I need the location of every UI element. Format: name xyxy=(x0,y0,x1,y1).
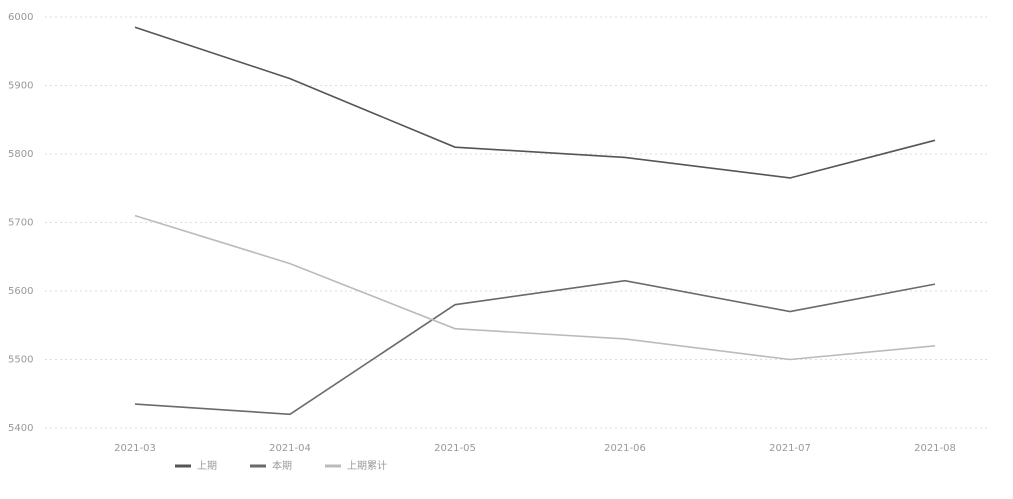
x-tick-label: 2021-05 xyxy=(434,443,476,454)
legend-label: 上期累计 xyxy=(347,459,387,472)
series-line xyxy=(134,214,936,361)
series-line xyxy=(134,279,936,416)
x-tick-label: 2021-07 xyxy=(769,443,811,454)
x-tick-label: 2021-04 xyxy=(269,443,311,454)
x-tick-label: 2021-08 xyxy=(914,443,956,454)
series-line xyxy=(134,26,936,179)
y-tick-label: 5500 xyxy=(8,355,33,366)
y-tick-label: 5400 xyxy=(8,423,33,434)
y-tick-label: 6000 xyxy=(8,12,33,23)
legend-label: 本期 xyxy=(272,459,292,472)
y-tick-label: 5800 xyxy=(8,149,33,160)
y-tick-label: 5600 xyxy=(8,286,33,297)
x-tick-label: 2021-03 xyxy=(114,443,156,454)
legend-label: 上期 xyxy=(197,460,217,472)
x-tick-label: 2021-06 xyxy=(604,443,646,454)
y-tick-label: 5700 xyxy=(8,218,33,229)
y-tick-label: 5900 xyxy=(8,81,33,92)
